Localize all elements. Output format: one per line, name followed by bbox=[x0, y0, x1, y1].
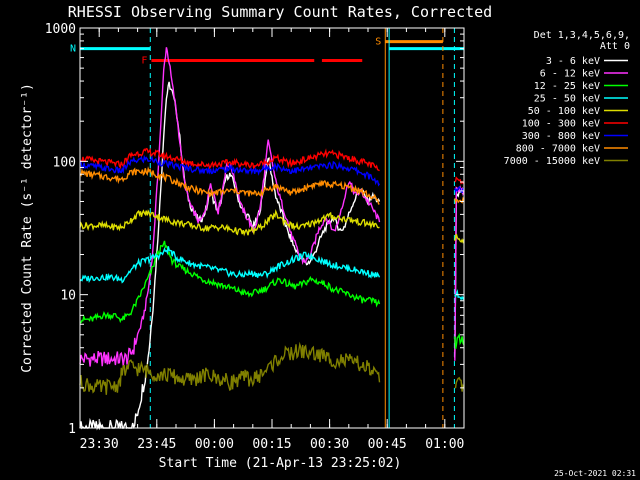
series-line-300-800-kev bbox=[79, 154, 381, 187]
y-tick-label: 1 bbox=[68, 422, 76, 437]
series-line-50-100-kev-late bbox=[454, 233, 465, 244]
y-tick-label: 10 bbox=[60, 289, 76, 304]
x-tick-label: 23:30 bbox=[80, 437, 119, 452]
legend-entry-label: 7000 - 15000 keV bbox=[504, 156, 600, 167]
legend-entry-label: 50 - 100 keV bbox=[528, 106, 600, 117]
series-line-12-25-kev-late bbox=[454, 332, 465, 349]
legend-entry-label: 800 - 7000 keV bbox=[516, 144, 600, 155]
x-tick-label: 00:45 bbox=[368, 437, 407, 452]
flag-label-s: S bbox=[375, 37, 381, 48]
x-tick-label: 00:00 bbox=[195, 437, 234, 452]
footer-timestamp: 25-Oct-2021 02:31 bbox=[554, 469, 636, 478]
flag-label-f: F bbox=[141, 56, 147, 67]
x-axis-label: Start Time (21-Apr-13 23:25:02) bbox=[159, 456, 402, 471]
legend-header-2: Att 0 bbox=[600, 41, 630, 52]
legend-entry-label: 3 - 6 keV bbox=[546, 56, 600, 67]
flag-label-n: N bbox=[70, 44, 76, 55]
series-line-25-50-kev bbox=[79, 246, 381, 284]
plot-area: N F S bbox=[70, 28, 465, 431]
chart-title: RHESSI Observing Summary Count Rates, Co… bbox=[68, 3, 492, 21]
legend: Det 1,3,4,5,6,9,Att 03 - 6 keV 6 - 12 keV… bbox=[504, 30, 630, 167]
legend-entry-label: 25 - 50 keV bbox=[534, 94, 600, 105]
series-line-100-300-kev bbox=[79, 147, 380, 172]
axes: 1 10 100 1000 23:30 23:45 00:00 00:15 00:30 00:45… bbox=[45, 22, 465, 452]
legend-header-1: Det 1,3,4,5,6,9, bbox=[534, 30, 630, 41]
legend-entry-label: 6 - 12 keV bbox=[540, 69, 600, 80]
y-axis-label: Corrected Count Rate (s⁻¹ detector⁻¹) bbox=[20, 83, 35, 373]
legend-entry-label: 12 - 25 keV bbox=[534, 81, 600, 92]
legend-entry-label: 300 - 800 keV bbox=[522, 131, 600, 142]
y-tick-label: 100 bbox=[53, 155, 76, 170]
series-line-7000-15000-kev bbox=[79, 341, 381, 395]
series-line-50-100-kev bbox=[79, 209, 380, 237]
series-line-7000-15000-kev-late bbox=[454, 376, 465, 392]
series-line-12-25-kev bbox=[79, 240, 381, 324]
series-line-800-7000-kev bbox=[79, 166, 380, 205]
x-tick-label: 00:15 bbox=[252, 437, 291, 452]
x-tick-label: 23:45 bbox=[137, 437, 176, 452]
legend-entry-label: 100 - 300 keV bbox=[522, 119, 600, 130]
y-tick-label: 1000 bbox=[45, 22, 76, 37]
x-tick-label: 01:00 bbox=[425, 437, 464, 452]
x-tick-label: 00:30 bbox=[310, 437, 349, 452]
